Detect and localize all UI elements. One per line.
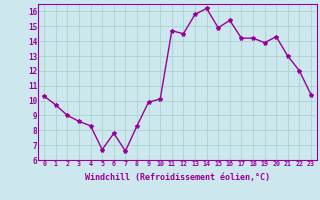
X-axis label: Windchill (Refroidissement éolien,°C): Windchill (Refroidissement éolien,°C)	[85, 173, 270, 182]
